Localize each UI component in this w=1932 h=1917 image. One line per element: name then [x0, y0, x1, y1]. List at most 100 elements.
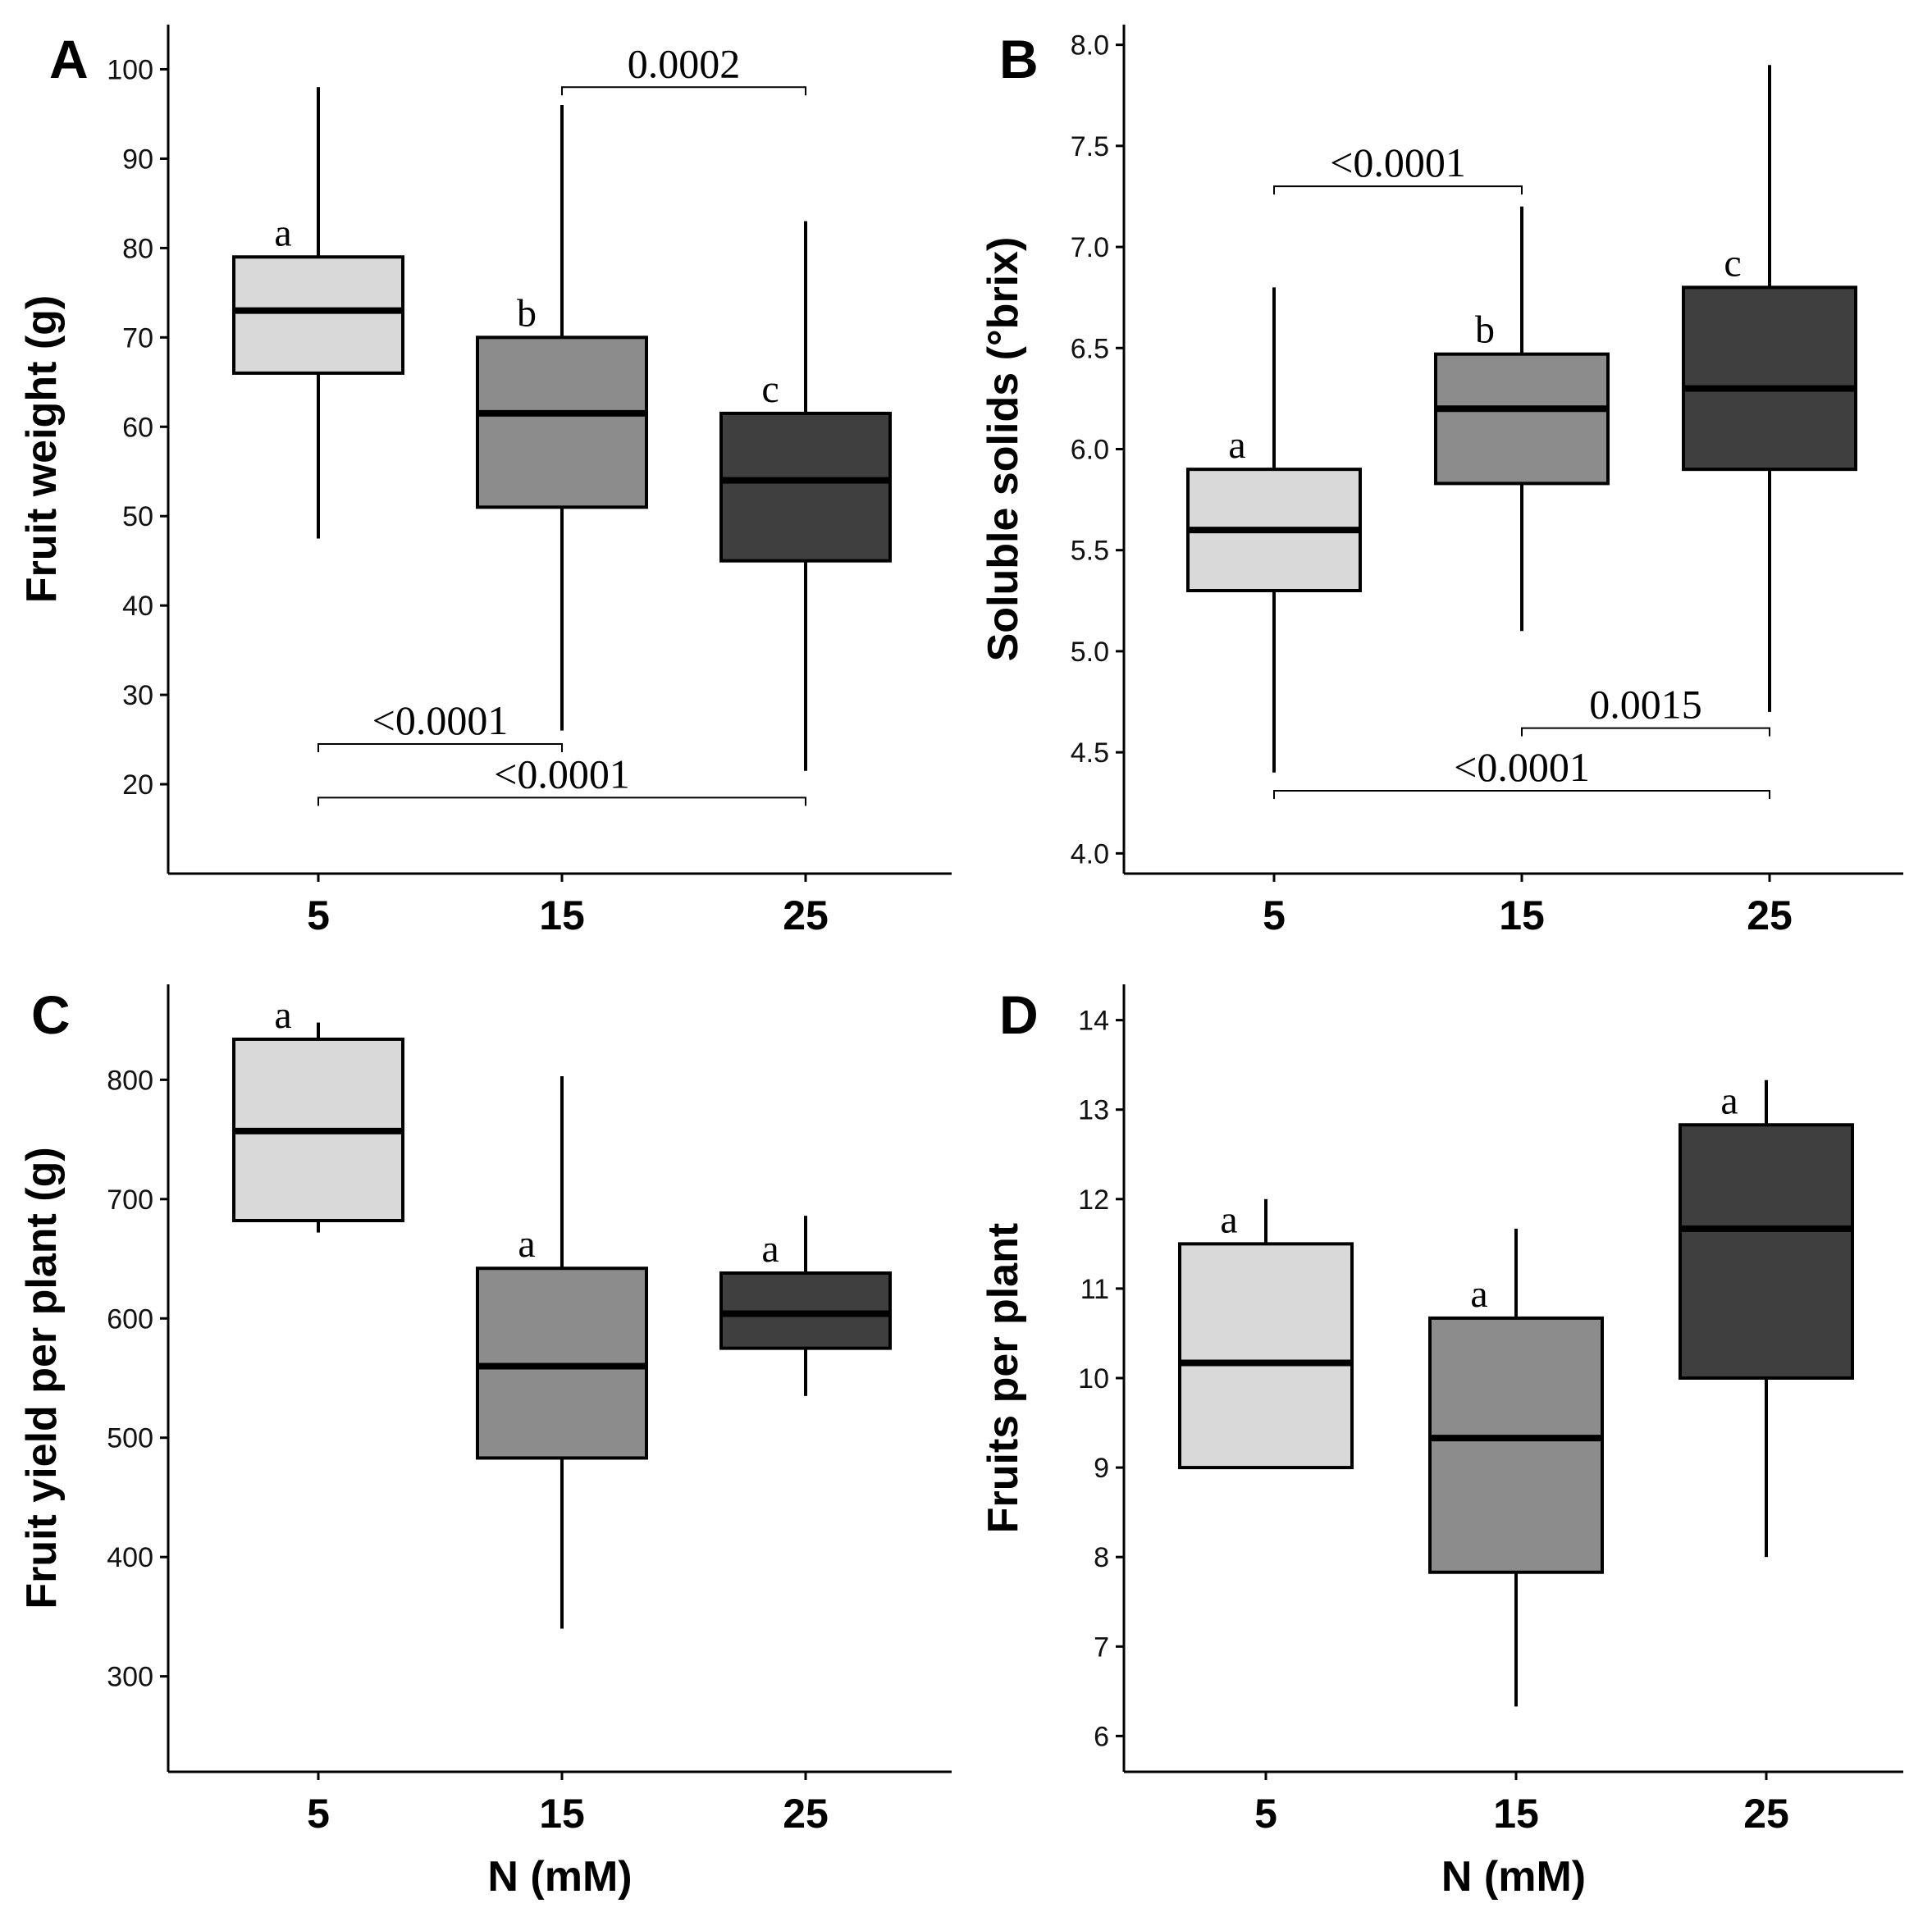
p-value-label: 0.0015	[1589, 682, 1702, 728]
box-iqr	[1434, 352, 1610, 486]
box-group-25: a	[1679, 1079, 1854, 1558]
x-tick-label: 15	[539, 1791, 585, 1837]
y-tick-label: 7.5	[1071, 131, 1109, 162]
x-tick-label: 15	[1499, 892, 1545, 938]
box-group-25: c	[719, 221, 892, 771]
y-tick-label: 6	[1094, 1721, 1109, 1752]
x-tick-label: 25	[1743, 1791, 1789, 1837]
y-tick-label: 300	[107, 1662, 153, 1693]
y-tick-label: 60	[122, 412, 153, 443]
bracket-line	[317, 743, 563, 753]
box-group-5: a	[232, 87, 404, 539]
box-group-15: a	[476, 1076, 648, 1629]
panel-b: B 4.0 4.5 5.0 5.5 6.0 6.5 7.0 7.5 8.0 5 15 25 Soluble…	[980, 25, 1903, 938]
p-value-label: <0.0001	[1454, 744, 1590, 790]
comparison-bracket: <0.0001	[317, 751, 806, 806]
y-tick-label: 80	[122, 233, 153, 264]
box-iqr	[232, 255, 404, 375]
y-tick-label: 8	[1094, 1542, 1109, 1573]
y-tick-label: 11	[1080, 1274, 1109, 1305]
y-axis-title: Fruit weight (g)	[18, 295, 66, 603]
y-tick-label: 7	[1094, 1632, 1109, 1663]
y-tick-label: 8.0	[1071, 30, 1109, 62]
p-value-label: <0.0001	[494, 751, 630, 796]
x-tick-label: 25	[1747, 892, 1793, 938]
significance-letter: a	[518, 1222, 535, 1266]
significance-letter: b	[1475, 308, 1495, 352]
y-tick-label: 40	[122, 591, 153, 622]
box-iqr	[476, 335, 648, 509]
y-tick-label: 600	[107, 1303, 153, 1335]
x-tick-label: 5	[307, 892, 330, 938]
significance-letter: a	[761, 1227, 779, 1271]
comparison-bracket: 0.0002	[561, 40, 806, 96]
box-iqr	[1428, 1316, 1604, 1574]
x-tick-label: 5	[1254, 1791, 1277, 1837]
box-group-15: b	[1434, 206, 1610, 632]
x-tick-label: 25	[783, 892, 829, 938]
box-group-5: a	[1186, 287, 1362, 773]
y-tick-label: 20	[122, 769, 153, 801]
y-tick-label: 100	[107, 54, 153, 85]
y-tick-label: 14	[1078, 1006, 1109, 1037]
box-group-25: c	[1682, 65, 1857, 712]
p-value-label: <0.0001	[1330, 139, 1466, 185]
y-tick-label: 13	[1078, 1095, 1109, 1126]
box-group-25: a	[719, 1216, 892, 1396]
panel-d: D 6 7 8 9 10 11 12 13 14 5 15 25 Fruits per plant N (m…	[980, 984, 1903, 1901]
comparison-bracket: <0.0001	[317, 697, 563, 753]
y-tick-label: 50	[122, 501, 153, 532]
significance-letter: b	[517, 291, 537, 335]
y-tick-label: 12	[1078, 1184, 1109, 1216]
box-group-5: a	[232, 993, 404, 1233]
y-tick-label: 5.5	[1071, 536, 1109, 567]
y-axis-title: Fruits per plant	[980, 1223, 1027, 1533]
x-axis-title: N (mM)	[487, 1853, 632, 1901]
bracket-line	[317, 796, 806, 806]
p-value-label: 0.0002	[628, 40, 741, 86]
x-tick-label: 5	[1263, 892, 1286, 938]
bracket-line	[1273, 789, 1770, 799]
y-tick-label: 4.0	[1071, 838, 1109, 869]
significance-letter: c	[1724, 241, 1741, 285]
panel-a: A 20 30 40 50 60 70 80 90 100 5 15 25 Fruit weight (g…	[18, 25, 952, 938]
comparison-bracket: 0.0015	[1521, 682, 1770, 737]
y-tick-label: 800	[107, 1065, 153, 1096]
significance-letter: a	[1220, 1198, 1237, 1241]
box-iqr	[1178, 1242, 1354, 1470]
x-tick-label: 5	[307, 1791, 330, 1837]
panel-letter: A	[49, 29, 89, 89]
bracket-line	[1273, 185, 1523, 195]
y-axis-title: Soluble solids (°brix)	[980, 237, 1027, 662]
bracket-line	[561, 86, 806, 96]
y-tick-label: 6.5	[1071, 333, 1109, 364]
box-group-15: b	[476, 105, 648, 731]
y-tick-label: 70	[122, 322, 153, 354]
y-tick-label: 4.5	[1071, 737, 1109, 769]
comparison-bracket: <0.0001	[1273, 744, 1770, 799]
x-tick-label: 15	[1493, 1791, 1539, 1837]
significance-letter: a	[1470, 1272, 1487, 1316]
y-tick-label: 7.0	[1071, 232, 1109, 263]
y-tick-label: 5.0	[1071, 637, 1109, 668]
panel-letter: D	[999, 984, 1039, 1045]
y-axis-title: Fruit yield per plant (g)	[18, 1147, 66, 1609]
y-tick-label: 6.0	[1071, 435, 1109, 466]
box-iqr	[1679, 1123, 1854, 1380]
y-tick-label: 90	[122, 144, 153, 175]
y-tick-label: 400	[107, 1542, 153, 1573]
y-tick-label: 700	[107, 1184, 153, 1216]
bracket-line	[1521, 727, 1770, 737]
box-iqr	[719, 411, 892, 563]
y-tick-label: 10	[1078, 1363, 1109, 1394]
x-tick-label: 25	[783, 1791, 829, 1837]
significance-letter: c	[761, 367, 779, 411]
box-group-15: a	[1428, 1228, 1604, 1707]
y-tick-label: 9	[1094, 1453, 1109, 1484]
box-iqr	[1682, 285, 1857, 472]
significance-letter: a	[274, 211, 291, 254]
significance-letter: a	[1720, 1079, 1738, 1122]
comparison-bracket: <0.0001	[1273, 139, 1523, 195]
panel-letter: C	[31, 984, 71, 1045]
